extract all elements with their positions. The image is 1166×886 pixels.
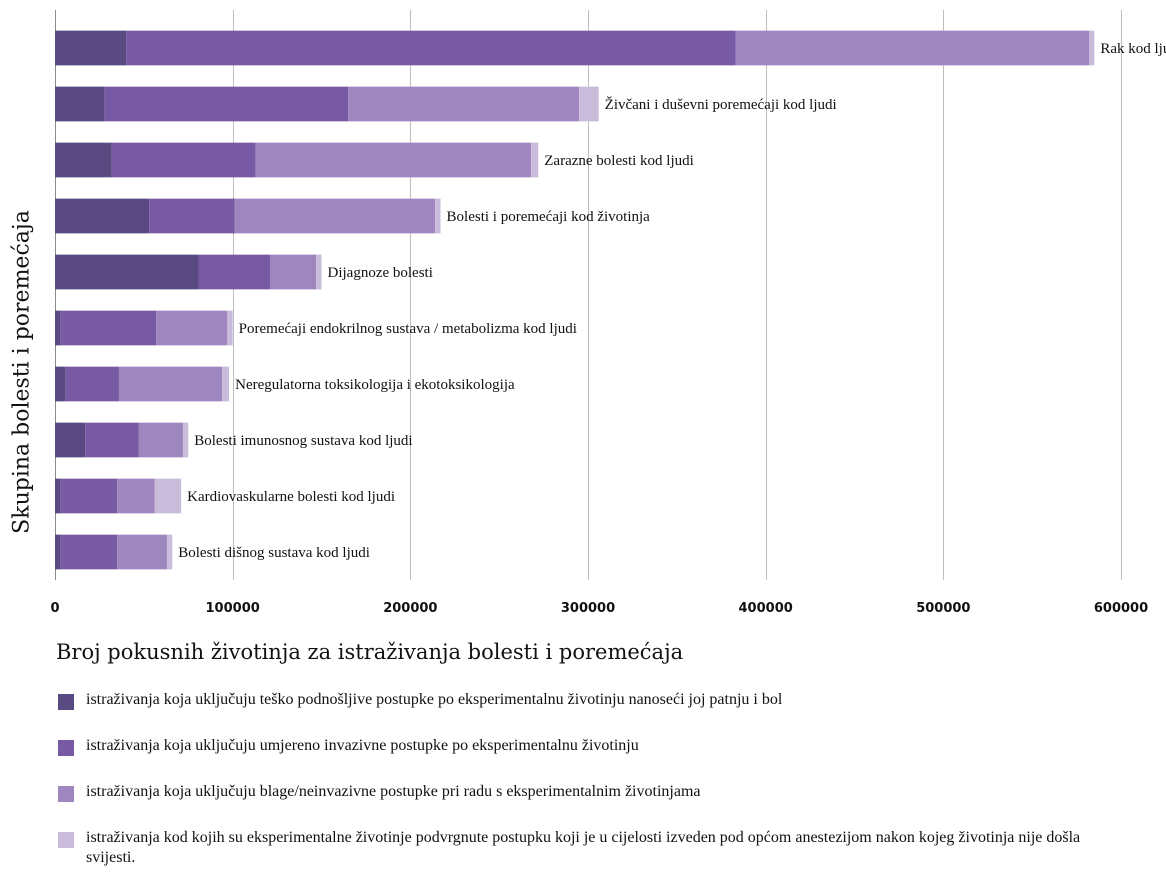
category-label: Bolesti dišnog sustava kod ljudi (178, 545, 370, 561)
bar-segment (348, 86, 580, 122)
bar-segment (154, 478, 182, 514)
category-label: Zarazne bolesti kod ljudi (544, 153, 694, 169)
legend-swatch-severe (58, 694, 74, 710)
bar-segment (60, 310, 157, 346)
x-tick-label: 100000 (206, 601, 260, 616)
category-label: Živčani i duševni poremećaji kod ljudi (605, 96, 837, 113)
bar-segment (198, 254, 270, 290)
bar-segment (65, 366, 119, 402)
bar-segment (55, 366, 66, 402)
legend-label-moderate: istraživanja koja uključuju umjereno inv… (86, 737, 639, 754)
x-tick-label: 400000 (739, 601, 793, 616)
x-tick-label: 200000 (383, 601, 437, 616)
bar-segment (182, 422, 189, 458)
bar-segment (138, 422, 183, 458)
bar-segment (579, 86, 599, 122)
legend-label-non-recovery: istraživanja kod kojih su eksperimentaln… (86, 829, 1081, 866)
x-tick-label: 500000 (916, 601, 970, 616)
bar-segment (118, 366, 223, 402)
bar-segment (117, 534, 167, 570)
category-label: Rak kod ljudi (1100, 41, 1166, 57)
x-axis-title: Broj pokusnih životinja za istraživanja … (56, 640, 684, 664)
legend-swatch-mild (58, 786, 74, 802)
bar-segment (55, 310, 61, 346)
legend-swatch-moderate (58, 740, 74, 756)
legend-label-mild: istraživanja koja uključuju blage/neinva… (86, 783, 701, 800)
bar-segment (55, 30, 127, 66)
bar-segment (126, 30, 736, 66)
bar-segment (60, 478, 118, 514)
bar-segment (55, 254, 199, 290)
bar-segment (55, 142, 112, 178)
bar-segment (1089, 30, 1095, 66)
x-tick-label: 300000 (561, 601, 615, 616)
bar-segment (234, 198, 436, 234)
bar-segment (111, 142, 256, 178)
bar-segment (104, 86, 349, 122)
bar-segment (149, 198, 235, 234)
legend-label-severe: istraživanja koja uključuju teško podnoš… (86, 691, 783, 708)
bar-segment (117, 478, 155, 514)
y-axis-title: Skupina bolesti i poremećaja (9, 210, 35, 534)
bar-segment (227, 310, 233, 346)
x-tick-labels: 0 100000 200000 300000 400000 500000 600000 (50, 601, 1148, 616)
bar-segment (55, 534, 61, 570)
bar-segment (85, 422, 139, 458)
bar-segment (531, 142, 539, 178)
bars (55, 30, 1095, 570)
bar-segment (735, 30, 1090, 66)
category-label: Dijagnoze bolesti (328, 265, 433, 281)
bar-segment (255, 142, 532, 178)
chart: Rak kod ljudi Živčani i duševni poremećaj… (50, 10, 1166, 616)
bar-segment (222, 366, 230, 402)
bar-segment (55, 198, 150, 234)
bar-segment (316, 254, 322, 290)
bar-segment (55, 86, 105, 122)
bar-segment (269, 254, 317, 290)
bar-segment (435, 198, 441, 234)
category-label: Bolesti imunosnog sustava kod ljudi (194, 433, 412, 449)
x-tick-label: 0 (50, 601, 59, 616)
category-label: Poremećaji endokrilnog sustava / metabol… (239, 321, 577, 337)
bar-segment (156, 310, 228, 346)
legend-swatch-non-recovery (58, 832, 74, 848)
category-label: Bolesti i poremećaji kod životinja (447, 209, 651, 225)
bar-segment (60, 534, 118, 570)
category-label: Kardiovaskularne bolesti kod ljudi (187, 489, 395, 505)
bar-segment (166, 534, 173, 570)
bar-segment (55, 422, 86, 458)
x-tick-label: 600000 (1094, 601, 1148, 616)
bar-segment (55, 478, 61, 514)
category-labels: Rak kod ljudi Živčani i duševni poremećaj… (178, 41, 1166, 561)
category-label: Neregulatorna toksikologija i ekotoksiko… (235, 377, 515, 393)
